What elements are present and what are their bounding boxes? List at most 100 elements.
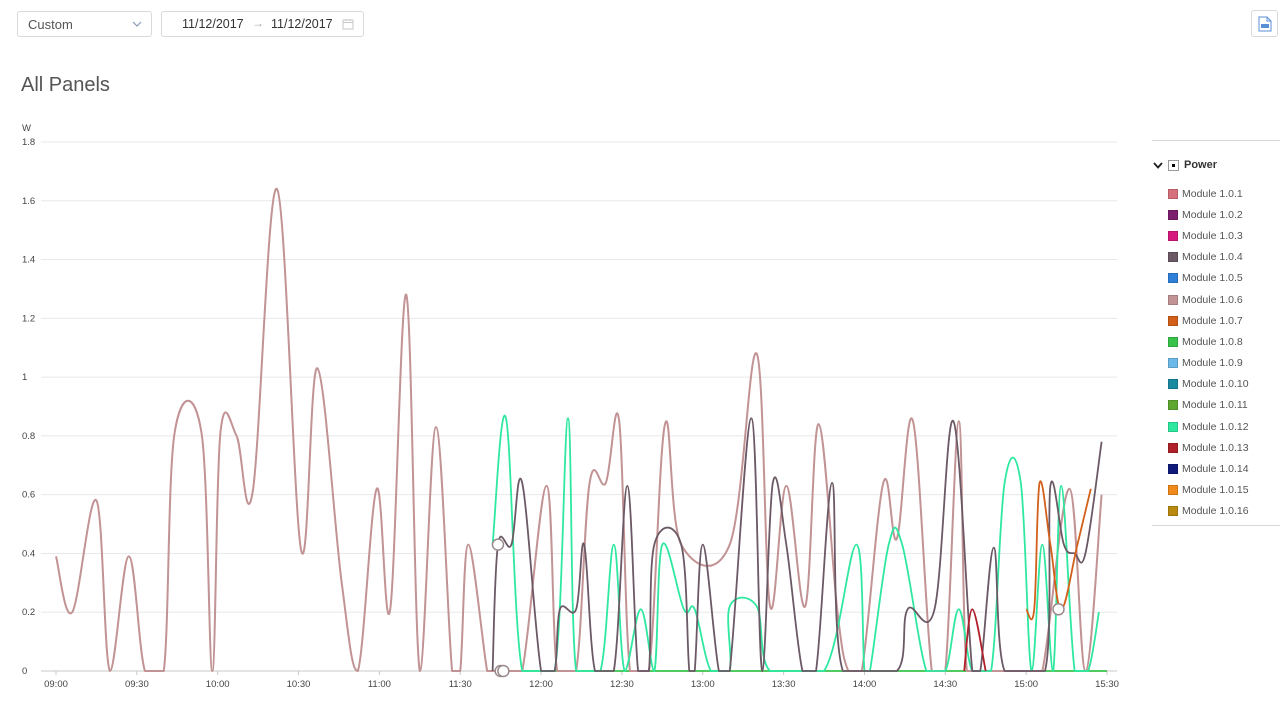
legend-item-label: Module 1.0.5 bbox=[1182, 272, 1243, 285]
legend-item-label: Module 1.0.2 bbox=[1182, 208, 1243, 221]
legend-item[interactable]: Module 1.0.11 bbox=[1168, 395, 1249, 416]
legend-group-power[interactable]: Power bbox=[1152, 157, 1280, 173]
legend-item-label: Module 1.0.15 bbox=[1182, 484, 1249, 497]
legend-swatch bbox=[1168, 442, 1178, 453]
series-line bbox=[55, 187, 1103, 672]
data-point-marker bbox=[497, 664, 510, 678]
y-axis-ticks: 0 0.2 0.4 0.6 0.8 1 1.2 1.4 1.6 1.8 bbox=[22, 137, 35, 677]
toolbar: Custom 11/12/2017 → 11/12/2017 bbox=[0, 0, 1280, 50]
x-axis-ticks: 09:00 09:30 10:00 10:30 11:00 11:30 12:00 12:30… bbox=[44, 671, 1119, 690]
legend-item[interactable]: Module 1.0.1 bbox=[1168, 183, 1249, 204]
legend-item-label: Module 1.0.10 bbox=[1182, 378, 1249, 391]
range-select[interactable]: Custom bbox=[17, 11, 152, 37]
legend-item[interactable]: Module 1.0.10 bbox=[1168, 374, 1249, 395]
page-title: All Panels bbox=[21, 74, 110, 96]
y-tick-label: 1.4 bbox=[22, 255, 35, 266]
legend-group-label: Power bbox=[1184, 159, 1218, 171]
x-tick-label: 10:00 bbox=[206, 679, 230, 690]
range-select-value: Custom bbox=[28, 16, 73, 32]
y-tick-label: 1.8 bbox=[22, 137, 35, 148]
x-tick-label: 10:30 bbox=[287, 679, 311, 690]
legend-item-label: Module 1.0.14 bbox=[1182, 463, 1249, 476]
legend-swatch bbox=[1168, 230, 1178, 241]
legend-item-label: Module 1.0.1 bbox=[1182, 187, 1243, 200]
x-tick-label: 14:30 bbox=[933, 679, 957, 690]
x-tick-label: 09:30 bbox=[125, 679, 149, 690]
legend-item-label: Module 1.0.6 bbox=[1182, 293, 1243, 306]
legend-item[interactable]: Module 1.0.15 bbox=[1168, 480, 1249, 501]
legend-swatch bbox=[1168, 209, 1178, 220]
legend-swatch bbox=[1168, 315, 1178, 326]
series-line bbox=[963, 608, 987, 672]
pdf-file-icon bbox=[1258, 16, 1272, 32]
legend-item[interactable]: Module 1.0.6 bbox=[1168, 289, 1249, 310]
legend-swatch bbox=[1168, 485, 1178, 496]
x-tick-label: 14:00 bbox=[853, 679, 877, 690]
y-axis-label: W bbox=[22, 123, 31, 134]
x-tick-label: 12:00 bbox=[529, 679, 553, 690]
y-tick-label: 0.4 bbox=[22, 548, 35, 559]
legend-item[interactable]: Module 1.0.7 bbox=[1168, 310, 1249, 331]
date-to-input[interactable]: 11/12/2017 bbox=[271, 17, 333, 31]
legend-swatch bbox=[1168, 273, 1178, 284]
legend-item-label: Module 1.0.12 bbox=[1182, 420, 1249, 433]
y-tick-label: 0.6 bbox=[22, 490, 35, 501]
legend-group-checkbox[interactable] bbox=[1168, 159, 1179, 171]
data-point-marker bbox=[1052, 603, 1065, 616]
legend-item[interactable]: Module 1.0.16 bbox=[1168, 501, 1249, 522]
date-from-input[interactable]: 11/12/2017 bbox=[182, 17, 244, 31]
y-tick-label: 1.6 bbox=[22, 196, 35, 207]
calendar-icon[interactable] bbox=[342, 18, 354, 30]
legend-item[interactable]: Module 1.0.3 bbox=[1168, 225, 1249, 246]
x-tick-label: 11:30 bbox=[449, 679, 472, 690]
y-tick-label: 0.8 bbox=[22, 431, 35, 442]
x-tick-label: 15:00 bbox=[1014, 679, 1038, 690]
legend-item[interactable]: Module 1.0.12 bbox=[1168, 416, 1249, 437]
x-tick-label: 15:30 bbox=[1095, 679, 1119, 690]
legend-swatch bbox=[1168, 358, 1178, 369]
power-chart: W 0 0.2 0.4 0.6 0.8 1 1.2 1.4 1.6 1.8 09:00 09:30 1… bbox=[22, 123, 1119, 690]
x-tick-label: 11:00 bbox=[368, 679, 391, 690]
legend-swatch bbox=[1168, 188, 1178, 199]
legend-item[interactable]: Module 1.0.5 bbox=[1168, 268, 1249, 289]
x-tick-label: 13:00 bbox=[691, 679, 715, 690]
x-tick-label: 09:00 bbox=[44, 679, 68, 690]
chevron-down-icon[interactable] bbox=[1152, 159, 1164, 171]
data-point-marker bbox=[491, 538, 505, 551]
y-tick-label: 0.2 bbox=[22, 607, 35, 618]
legend-item[interactable]: Module 1.0.13 bbox=[1168, 437, 1249, 458]
chart-series bbox=[55, 187, 1107, 672]
date-range-arrow: → bbox=[252, 16, 264, 30]
export-pdf-button[interactable] bbox=[1251, 10, 1278, 37]
chart-legend: Power Module 1.0.1 Module 1.0.2 Module 1.0… bbox=[1152, 140, 1280, 526]
legend-item-label: Module 1.0.13 bbox=[1182, 441, 1249, 454]
y-tick-label: 0 bbox=[22, 666, 27, 677]
legend-swatch bbox=[1168, 379, 1178, 390]
chevron-down-icon bbox=[132, 21, 142, 27]
legend-swatch bbox=[1168, 421, 1178, 432]
x-tick-label: 13:30 bbox=[772, 679, 796, 690]
series-line bbox=[491, 417, 1103, 672]
legend-item[interactable]: Module 1.0.2 bbox=[1168, 204, 1249, 225]
legend-swatch bbox=[1168, 400, 1178, 411]
legend-item[interactable]: Module 1.0.8 bbox=[1168, 331, 1249, 352]
legend-swatch bbox=[1168, 294, 1178, 305]
legend-item-label: Module 1.0.7 bbox=[1182, 314, 1243, 327]
y-tick-label: 1.2 bbox=[22, 313, 35, 324]
legend-list: Module 1.0.1 Module 1.0.2 Module 1.0.3 Modu… bbox=[1168, 183, 1249, 522]
y-tick-label: 1 bbox=[22, 372, 27, 383]
legend-item[interactable]: Module 1.0.9 bbox=[1168, 353, 1249, 374]
legend-item-label: Module 1.0.16 bbox=[1182, 505, 1249, 518]
x-tick-label: 12:30 bbox=[610, 679, 634, 690]
legend-item[interactable]: Module 1.0.14 bbox=[1168, 458, 1249, 479]
series-line bbox=[1025, 480, 1092, 621]
legend-item[interactable]: Module 1.0.4 bbox=[1168, 247, 1249, 268]
legend-item-label: Module 1.0.4 bbox=[1182, 251, 1243, 264]
legend-swatch bbox=[1168, 464, 1178, 475]
date-range-picker[interactable]: 11/12/2017 → 11/12/2017 bbox=[161, 11, 364, 37]
legend-swatch bbox=[1168, 506, 1178, 517]
legend-item-label: Module 1.0.8 bbox=[1182, 335, 1243, 348]
legend-swatch bbox=[1168, 252, 1178, 263]
chart-markers bbox=[491, 538, 1065, 678]
legend-swatch bbox=[1168, 336, 1178, 347]
